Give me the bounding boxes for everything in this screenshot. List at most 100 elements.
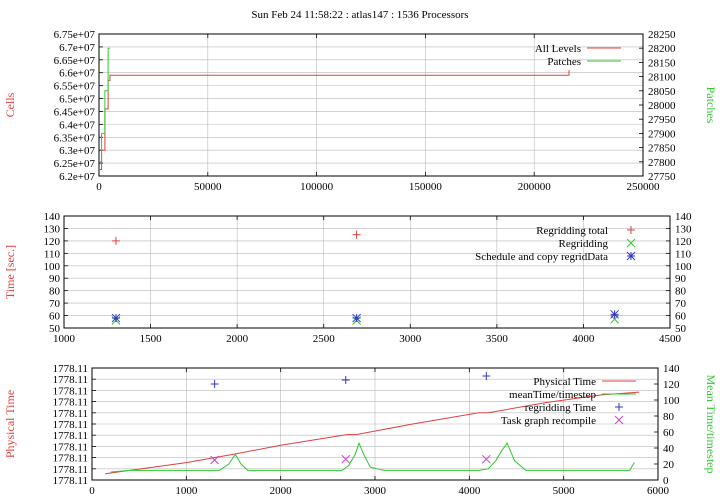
y2-tick-label: 27800 — [648, 157, 676, 169]
y-tick-label: 1778.11 — [53, 385, 88, 397]
legend-label: meanTime/timestep — [509, 389, 596, 401]
series-line — [110, 441, 635, 473]
y2-tick-label: 60 — [663, 427, 675, 439]
y2-tick-label: 140 — [663, 363, 680, 375]
y-tick-label: 6.35e+07 — [54, 132, 96, 144]
x-tick-label: 5000 — [553, 485, 576, 497]
y2-tick-label: 28000 — [648, 100, 676, 112]
y-axis-label: Cells — [3, 92, 17, 117]
x-tick-label: 0 — [89, 485, 95, 497]
y-tick-label: 6.45e+07 — [54, 106, 96, 118]
series-line — [105, 391, 640, 475]
y-tick-label: 1778.11 — [53, 374, 88, 386]
y-tick-label: 1778.11 — [53, 453, 88, 465]
y-tick-label: 6.2e+07 — [59, 171, 95, 183]
y2-tick-label: 120 — [675, 236, 692, 248]
y-tick-label: 90 — [49, 273, 61, 285]
data-point — [610, 309, 619, 319]
series-line — [99, 47, 110, 163]
y-tick-label: 6.65e+07 — [54, 55, 96, 67]
y-tick-label: 80 — [49, 286, 61, 298]
x-tick-label: 1000 — [53, 333, 76, 345]
y-tick-label: 1778.11 — [53, 363, 88, 375]
legend-label: Patches — [547, 56, 581, 68]
legend-swatch — [614, 415, 624, 425]
y-tick-label: 60 — [49, 311, 61, 323]
legend-label: All Levels — [535, 43, 581, 55]
y2-tick-label: 20 — [663, 459, 675, 471]
y-tick-label: 120 — [44, 236, 61, 248]
y2-tick-label: 28200 — [648, 43, 676, 55]
y-tick-label: 6.5e+07 — [59, 94, 95, 106]
y-tick-label: 1778.11 — [53, 397, 88, 409]
y2-tick-label: 27900 — [648, 128, 676, 140]
y2-tick-label: 80 — [663, 411, 675, 423]
y2-tick-label: 28250 — [648, 29, 676, 41]
plot-frame — [63, 215, 671, 329]
y2-tick-label: 120 — [663, 379, 680, 391]
x-tick-label: 4000 — [458, 485, 481, 497]
x-tick-label: 250000 — [627, 181, 661, 193]
legend-swatch — [626, 251, 636, 261]
y2-tick-label: 50 — [675, 323, 687, 335]
y2-tick-label: 80 — [675, 286, 687, 298]
y2-tick-label: 0 — [663, 475, 669, 487]
plot-area — [105, 372, 640, 475]
y-tick-label: 1778.11 — [53, 475, 88, 487]
y2-tick-label: 100 — [675, 261, 692, 273]
series-line — [99, 70, 570, 170]
data-point — [341, 454, 351, 464]
y2-tick-label: 140 — [675, 211, 692, 223]
x-tick-label: 2500 — [313, 333, 336, 345]
x-tick-label: 1500 — [140, 333, 163, 345]
data-point — [111, 313, 121, 323]
legend-label: Regridding total — [536, 225, 608, 237]
y-tick-label: 6.4e+07 — [59, 119, 95, 131]
y-tick-label: 130 — [44, 223, 61, 235]
y2-tick-label: 40 — [663, 443, 675, 455]
legend-label: regridding Time — [525, 402, 596, 414]
y-tick-label: 6.55e+07 — [54, 81, 96, 93]
y2-tick-label: 28100 — [648, 72, 676, 84]
legend-swatch — [626, 238, 636, 248]
data-point — [210, 455, 219, 465]
y2-tick-label: 90 — [675, 273, 687, 285]
x-tick-label: 4500 — [659, 333, 682, 345]
x-tick-label: 2000 — [226, 333, 249, 345]
y-tick-label: 6.6e+07 — [59, 68, 95, 80]
y-tick-label: 50 — [49, 323, 61, 335]
y-tick-label: 6.7e+07 — [59, 42, 95, 54]
data-point — [481, 454, 491, 464]
x-tick-label: 0 — [96, 181, 102, 193]
plot-frame — [91, 367, 659, 481]
data-point — [352, 313, 361, 323]
y-tick-label: 6.75e+07 — [54, 29, 96, 41]
y-axis-label: Time [sec.] — [3, 245, 17, 299]
y-tick-label: 110 — [44, 248, 61, 260]
x-tick-label: 6000 — [647, 485, 670, 497]
x-tick-label: 3000 — [364, 485, 387, 497]
x-tick-label: 3000 — [399, 333, 422, 345]
y-tick-label: 1778.11 — [53, 430, 88, 442]
y2-tick-label: 100 — [663, 395, 680, 407]
y-tick-label: 6.25e+07 — [54, 158, 96, 170]
y-tick-label: 1778.11 — [53, 464, 88, 476]
y-axis-label: Physical Time — [3, 390, 17, 458]
x-tick-label: 4000 — [572, 333, 595, 345]
x-tick-label: 2000 — [270, 485, 293, 497]
plot-frame — [98, 33, 644, 177]
legend-label: Physical Time — [533, 376, 596, 388]
y2-tick-label: 110 — [675, 248, 692, 260]
y-tick-label: 6.3e+07 — [59, 145, 95, 157]
x-tick-label: 1000 — [175, 485, 198, 497]
y2-tick-label: 27950 — [648, 114, 676, 126]
y2-tick-label: 130 — [675, 223, 692, 235]
legend-label: Regridding — [559, 238, 609, 250]
y-tick-label: 1778.11 — [53, 419, 88, 431]
y2-tick-label: 27750 — [648, 171, 676, 183]
legend-label: Task graph recompile — [501, 415, 596, 427]
x-tick-label: 50000 — [194, 181, 222, 193]
y-tick-label: 100 — [44, 261, 61, 273]
y2-tick-label: 70 — [675, 298, 687, 310]
